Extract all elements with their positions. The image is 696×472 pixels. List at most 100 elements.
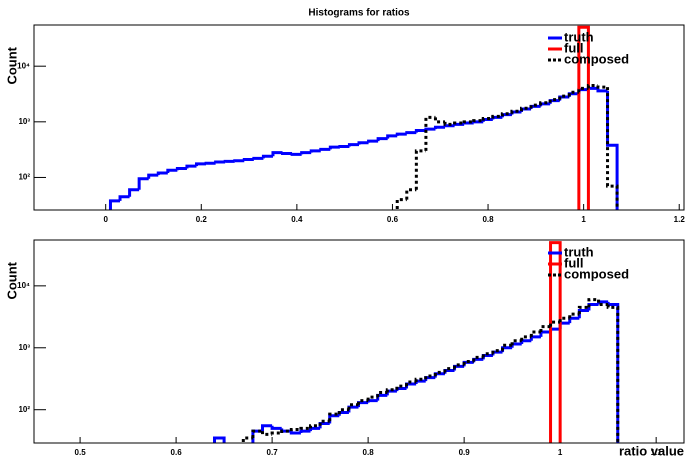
x-tick-label: 0.8 — [363, 448, 375, 457]
histogram-bin — [443, 367, 455, 373]
x-tick-label: 0.8 — [482, 215, 494, 224]
histogram-bin — [510, 109, 522, 114]
histogram-bin — [347, 403, 359, 410]
histogram-bin — [596, 88, 608, 93]
histogram-bin — [577, 308, 589, 319]
y-axis-title: Count — [4, 46, 19, 84]
histogram-bin — [405, 380, 417, 387]
histogram-bin — [606, 87, 619, 210]
histogram-bin — [443, 124, 455, 128]
histogram-bin — [491, 349, 503, 354]
histogram-bin — [156, 171, 168, 176]
histogram-bin — [548, 98, 560, 103]
histogram-bin — [433, 370, 445, 377]
histogram-bin — [500, 112, 512, 117]
histogram-bin — [539, 325, 551, 332]
histogram-bin — [433, 117, 446, 124]
series — [549, 241, 562, 443]
histogram-bin — [586, 83, 598, 89]
histogram-bin — [501, 343, 513, 351]
histogram-bin — [357, 399, 369, 405]
y-tick-label: 10² — [18, 405, 30, 414]
histogram-bin — [175, 166, 187, 171]
histogram-bin — [195, 162, 207, 167]
histogram-bin — [414, 128, 426, 133]
histogram-bin — [319, 147, 331, 151]
histogram-bin — [376, 137, 388, 142]
histogram-bin — [510, 339, 522, 346]
histogram-bin — [385, 388, 397, 393]
plot-frame — [33, 24, 685, 211]
histogram-bin — [491, 114, 503, 119]
y-tick-label: 10³ — [18, 117, 30, 126]
legend-label: truth — [564, 29, 594, 44]
histogram-bin — [309, 424, 321, 429]
histogram-bin — [108, 199, 121, 210]
histogram-bin — [366, 395, 378, 401]
histogram-bin — [376, 390, 388, 398]
y-tick-label: 10⁴ — [17, 281, 30, 290]
histogram-bin — [587, 298, 599, 308]
histogram-bin — [433, 125, 446, 130]
histogram-bin — [367, 139, 379, 143]
histogram-bin — [137, 177, 149, 190]
x-tick-label: 0.4 — [291, 215, 303, 224]
chart-title: Histograms for ratios — [308, 8, 410, 19]
x-tick-label: 1.1 — [651, 448, 663, 457]
x-tick-label: 1 — [581, 215, 586, 224]
x-tick-label: 0.6 — [171, 448, 183, 457]
x-tick-label: 0.2 — [196, 215, 208, 224]
histogram-bin — [558, 94, 570, 100]
series — [577, 25, 590, 210]
x-tick-label: 0.6 — [387, 215, 399, 224]
histogram-bin — [251, 429, 263, 438]
legend-label: composed — [564, 51, 629, 66]
legend-label: composed — [564, 266, 629, 281]
histogram-bin — [309, 149, 321, 153]
histogram-bin — [549, 241, 562, 443]
y-axis-title: Count — [4, 261, 19, 299]
histogram-bin — [520, 335, 532, 341]
histogram-bin — [395, 132, 407, 136]
histogram-bin — [233, 159, 245, 163]
histogram-bin — [529, 330, 541, 337]
y-tick-label: 10⁴ — [17, 61, 30, 70]
histogram-bin — [299, 426, 311, 430]
histogram-bin — [214, 160, 226, 164]
series — [395, 83, 619, 210]
histogram-bin — [357, 141, 369, 145]
histogram-bin — [347, 143, 359, 147]
histogram-bin — [223, 159, 235, 163]
x-tick-label: 0.5 — [75, 448, 87, 457]
histogram-bin — [252, 156, 264, 160]
histogram-bin — [300, 151, 312, 155]
histogram-bin — [462, 120, 474, 124]
histogram-bin — [568, 316, 580, 324]
histogram-bin — [338, 145, 350, 149]
histogram-bin — [289, 427, 301, 432]
histogram-bin — [299, 429, 311, 434]
histogram-bin — [395, 384, 407, 390]
histogram-bin — [281, 151, 293, 155]
histogram-bin — [270, 425, 282, 430]
histogram-bin — [261, 431, 273, 436]
histogram-bin — [453, 122, 465, 126]
plot-frame — [33, 239, 685, 444]
histogram-bin — [147, 173, 159, 179]
series — [241, 298, 620, 443]
legend-label: full — [564, 255, 584, 270]
x-tick-label: 0 — [103, 215, 108, 224]
histogram-bin — [539, 101, 551, 106]
histogram-bin — [271, 151, 283, 157]
histogram-bin — [577, 25, 590, 210]
histogram-bin — [462, 360, 474, 365]
histogram-bin — [118, 195, 130, 201]
y-tick-label: 10³ — [18, 343, 30, 352]
legend-label: full — [564, 40, 584, 55]
histogram-bin — [414, 149, 426, 190]
histogram-bin — [414, 377, 426, 383]
histogram-bin — [558, 316, 570, 323]
